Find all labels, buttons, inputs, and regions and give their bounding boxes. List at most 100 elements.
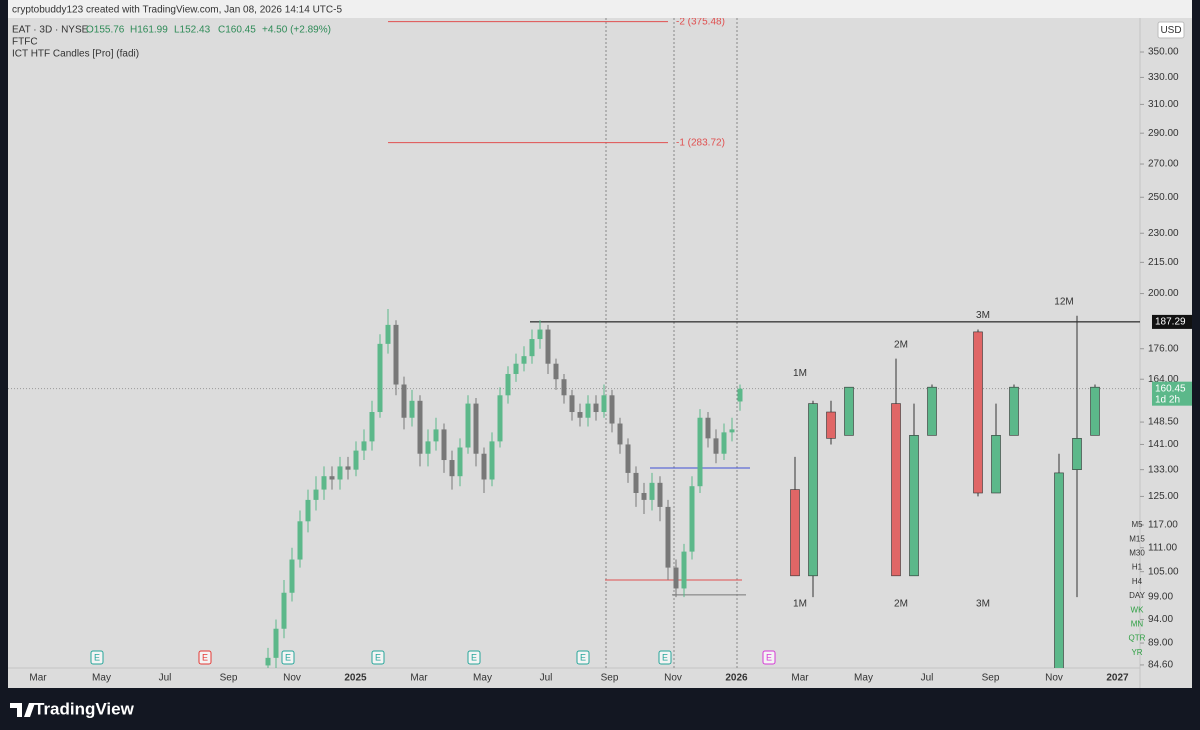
x-tick-label: Sep <box>220 673 238 684</box>
candle-body <box>329 476 335 480</box>
candle-body <box>790 489 800 577</box>
htf-label: 1M <box>793 599 807 610</box>
candle-body <box>601 395 607 413</box>
candle-body <box>927 386 937 436</box>
ohlc-value: O155.76 <box>86 25 125 36</box>
candle-body <box>457 447 463 477</box>
candle-body <box>545 329 551 364</box>
key-level-box <box>1152 314 1192 329</box>
x-tick-label: Jul <box>921 673 934 684</box>
y-tick-label: 330.00 <box>1148 72 1179 83</box>
candle-body <box>721 432 727 454</box>
y-tick-label: 250.00 <box>1148 192 1179 203</box>
candle-body <box>521 356 527 364</box>
x-tick-label: 2026 <box>725 673 748 684</box>
htf-label: 2M <box>894 599 908 610</box>
candle-body <box>973 331 983 494</box>
x-tick-label: Nov <box>283 673 301 684</box>
candle-body <box>609 395 615 424</box>
y-tick-label: 94.00 <box>1148 614 1173 625</box>
earnings-marker <box>198 650 212 665</box>
candle-body <box>657 482 663 507</box>
y-tick-label: 270.00 <box>1148 159 1179 170</box>
candle-body <box>593 403 599 413</box>
x-tick-label: Mar <box>791 673 809 684</box>
key-level-label: 187.29 <box>1155 317 1186 328</box>
candle-body <box>361 441 367 451</box>
timeframe: M5 <box>1131 520 1143 529</box>
candle-body <box>489 441 495 480</box>
candle-body <box>481 453 487 480</box>
candle-body <box>265 657 271 666</box>
candle-body <box>513 363 519 374</box>
timeframe: QTR <box>1129 634 1146 643</box>
earnings-label: E <box>662 652 668 662</box>
plot: -1 (283.72) -2 (375.48) <box>8 16 1140 668</box>
y-tick-label: 176.00 <box>1148 343 1179 354</box>
earnings-label: E <box>285 652 291 662</box>
htf-label: 12M <box>1054 296 1073 307</box>
y-tick-label: 290.00 <box>1148 128 1179 139</box>
countdown: 1d 2h <box>1155 394 1180 405</box>
candle-body <box>425 441 431 454</box>
x-tick-label: Sep <box>982 673 1000 684</box>
earnings-marker <box>762 650 776 665</box>
ohlc-value: H161.99 <box>130 25 168 36</box>
htf-label: 1M <box>793 368 807 379</box>
x-tick-label: Sep <box>601 673 619 684</box>
htf-label: 2M <box>894 339 908 350</box>
candle-body <box>1009 386 1019 436</box>
y-tick-label: 99.00 <box>1148 592 1173 603</box>
candle-body <box>385 324 391 344</box>
y-tick-label: 125.00 <box>1148 491 1179 502</box>
timeframe: M30 <box>1129 549 1145 558</box>
x-tick-label: Jul <box>159 673 172 684</box>
candle-body <box>633 472 639 493</box>
earnings-label: E <box>202 652 208 662</box>
credit: cryptobuddy123 created with TradingView.… <box>12 5 342 16</box>
ohlc-value: L152.43 <box>174 25 211 36</box>
candle-body <box>729 429 735 433</box>
candle-body <box>585 403 591 418</box>
currency: USD <box>1160 25 1181 36</box>
candle-body <box>1072 438 1082 470</box>
y-tick-label: 117.00 <box>1148 520 1178 531</box>
candle-body <box>321 476 327 490</box>
y-tick-label: 200.00 <box>1148 288 1179 299</box>
candle-body <box>705 417 711 439</box>
x-tick-label: Nov <box>1045 673 1063 684</box>
candle-body <box>625 444 631 473</box>
y-tick-label: 84.60 <box>1148 660 1173 671</box>
earnings-label: E <box>580 652 586 662</box>
y-tick-label: 105.00 <box>1148 566 1179 577</box>
y-tick-label: 230.00 <box>1148 228 1179 239</box>
candle-body <box>441 429 447 461</box>
y-tick-label: 148.50 <box>1148 417 1179 428</box>
earnings-marker <box>371 650 385 665</box>
candle-body <box>1054 472 1064 668</box>
earnings-marker <box>467 650 481 665</box>
candle-body <box>289 559 295 593</box>
x-tick-label: 2027 <box>1106 673 1129 684</box>
candle-body <box>909 435 919 577</box>
candle-body <box>273 628 279 658</box>
candle-body <box>891 403 901 577</box>
candle-body <box>641 492 647 500</box>
candle-body <box>401 384 407 418</box>
candle-body <box>689 486 695 552</box>
candle-body <box>393 324 399 385</box>
candle-body <box>377 343 383 413</box>
x-tick-label: May <box>473 673 492 684</box>
y-tick-label: 111.00 <box>1148 542 1178 553</box>
candle-body <box>1090 386 1100 436</box>
candle-body <box>417 400 423 454</box>
candle-body <box>537 329 543 340</box>
candle-body <box>449 460 455 477</box>
indicator: ICT HTF Candles [Pro] (fadi) <box>12 49 139 60</box>
candle-body <box>529 339 535 357</box>
fib-label: -2 (375.48) <box>676 16 725 27</box>
earnings-marker <box>281 650 295 665</box>
timeframe: M15 <box>1129 534 1145 543</box>
